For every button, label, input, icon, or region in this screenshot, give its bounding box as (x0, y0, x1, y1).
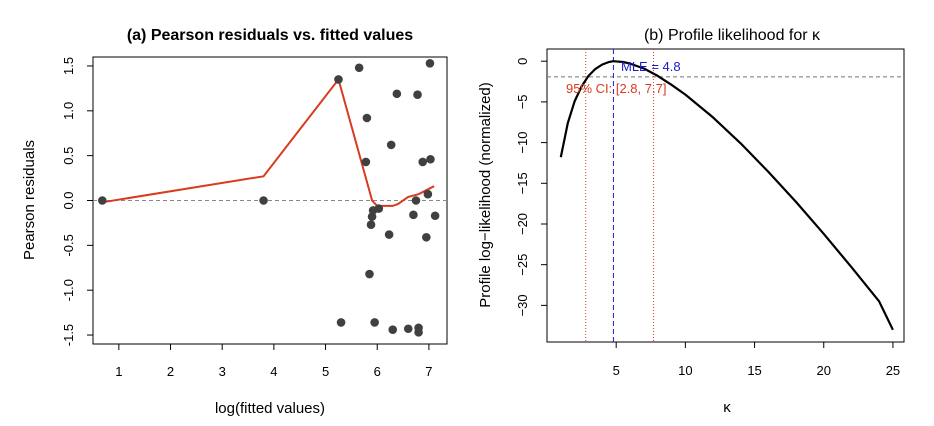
panel-b-x-axis: 5 10 15 20 25 (613, 342, 900, 378)
profile-likelihood-curve (559, 60, 894, 331)
residual-point (392, 89, 402, 99)
y-tick-label: −10 (515, 132, 530, 154)
residual-point (259, 196, 268, 205)
residual-point (423, 189, 433, 199)
panel-a-y-axis: -1.5 -1.0 -0.5 0.0 0.5 1.0 1.5 (61, 57, 93, 346)
residual-point (409, 210, 418, 220)
x-tick-label: 15 (747, 363, 761, 378)
x-tick-label: 4 (270, 364, 277, 379)
x-tick-label: 25 (886, 363, 900, 378)
panel-b-title: (b) Profile likelihood for κ (644, 27, 821, 44)
x-tick-label: 5 (322, 364, 329, 379)
y-tick-label: −20 (515, 213, 530, 235)
residual-point (362, 113, 372, 123)
residual-point (336, 318, 346, 327)
panel-b: (b) Profile likelihood for κ 5 10 15 20 25 0… (477, 27, 905, 416)
panel-a-y-axis-label: Pearson residuals (21, 140, 38, 260)
panel-a-title: (a) Pearson residuals vs. fitted values (127, 27, 413, 44)
residual-point (366, 220, 376, 230)
x-tick-label: 10 (678, 363, 692, 378)
residual-point (414, 328, 423, 337)
y-tick-label: -0.5 (61, 234, 76, 256)
panel-b-plot-frame (546, 48, 905, 343)
residual-point (361, 157, 371, 167)
panel-b-x-axis-label: κ (723, 399, 731, 416)
residual-point (384, 230, 394, 239)
residual-point (374, 204, 384, 213)
residual-point (422, 232, 431, 242)
y-tick-label: −30 (515, 294, 530, 316)
x-tick-label: 6 (374, 364, 381, 379)
y-tick-label: 0.0 (61, 191, 76, 209)
y-tick-label: 1.0 (61, 102, 76, 120)
residual-point (413, 90, 422, 99)
residual-point (418, 157, 428, 167)
residual-point (334, 75, 343, 84)
y-tick-label: 0 (515, 58, 530, 65)
panel-a-points (98, 58, 440, 337)
x-tick-label: 3 (219, 364, 226, 379)
y-tick-label: -1.5 (61, 324, 76, 346)
panel-a-x-axis-label: log(fitted values) (215, 400, 325, 417)
residual-point (365, 269, 374, 279)
residual-point (98, 196, 107, 205)
x-tick-label: 2 (167, 364, 174, 379)
x-tick-label: 7 (425, 364, 432, 379)
loess-smooth-line (102, 77, 435, 207)
panel-a: (a) Pearson residuals vs. fitted values … (21, 27, 448, 417)
residual-point (386, 140, 396, 150)
ci-annotation: 95% CI: [2.8, 7.7] (566, 81, 666, 96)
residual-point (411, 196, 421, 205)
residual-point (425, 58, 435, 68)
panel-b-guide-lines (547, 49, 904, 342)
x-tick-label: 5 (613, 363, 620, 378)
residual-point (403, 324, 413, 334)
x-tick-label: 20 (817, 363, 831, 378)
x-tick-label: 1 (115, 364, 122, 379)
residual-point (426, 154, 435, 164)
y-tick-label: 0.5 (61, 147, 76, 165)
panel-b-y-axis-label: Profile log−likelihood (normalized) (477, 82, 494, 308)
y-tick-label: -1.0 (61, 279, 76, 301)
y-tick-label: −15 (515, 172, 530, 194)
residual-point (370, 318, 379, 327)
panel-a-x-axis: 1 2 3 4 5 6 7 (115, 344, 433, 379)
panel-b-curve (559, 60, 894, 331)
residual-point (354, 63, 364, 73)
residual-point (388, 325, 398, 334)
residual-point (430, 211, 440, 221)
panel-b-y-axis: 0 −5 −10 −15 −20 −25 −30 (515, 58, 547, 316)
panel-a-smooth-line (102, 77, 435, 207)
y-tick-label: −25 (515, 254, 530, 276)
y-tick-label: 1.5 (61, 57, 76, 75)
y-tick-label: −5 (515, 94, 530, 109)
mle-annotation: MLE = 4.8 (621, 59, 681, 74)
